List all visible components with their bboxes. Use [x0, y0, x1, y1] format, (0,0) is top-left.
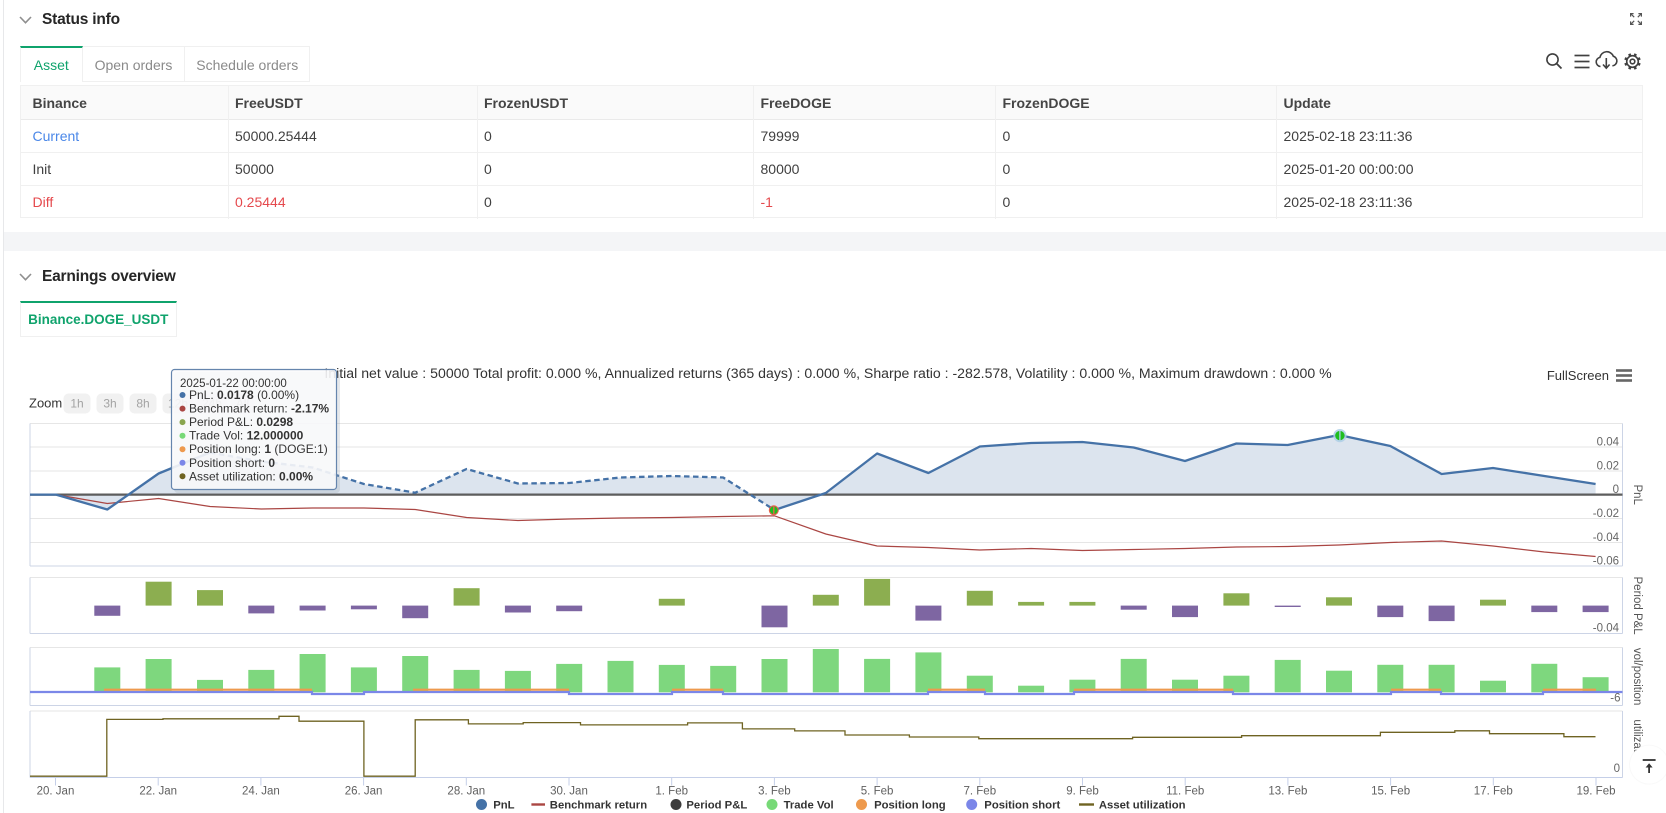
svg-text:-0.04: -0.04 [1593, 532, 1620, 544]
svg-text:5. Feb: 5. Feb [861, 786, 894, 798]
svg-text:Trade Vol: 12.000000: Trade Vol: 12.000000 [189, 429, 304, 443]
svg-text:Zoom: Zoom [29, 396, 62, 411]
svg-text:1. Feb: 1. Feb [655, 786, 688, 798]
svg-text:Position long: Position long [874, 800, 946, 812]
svg-text:17. Feb: 17. Feb [1474, 786, 1513, 798]
svg-text:3. Feb: 3. Feb [758, 786, 791, 798]
svg-text:Benchmark return: -2.17%: Benchmark return: -2.17% [189, 402, 329, 416]
svg-text:0.02: 0.02 [1597, 460, 1619, 472]
svg-text:Period P&L: Period P&L [686, 800, 747, 812]
svg-text:vol/position: vol/position [1631, 648, 1643, 706]
svg-text:28. Jan: 28. Jan [447, 786, 485, 798]
svg-text:7. Feb: 7. Feb [963, 786, 996, 798]
svg-text:Benchmark return: Benchmark return [550, 800, 647, 812]
svg-text:15. Feb: 15. Feb [1371, 786, 1410, 798]
svg-text:19. Feb: 19. Feb [1577, 786, 1616, 798]
svg-text:11. Feb: 11. Feb [1166, 786, 1204, 798]
svg-text:Period P&L: Period P&L [1631, 577, 1643, 636]
svg-text:3h: 3h [103, 397, 116, 411]
svg-text:FullScreen: FullScreen [1547, 368, 1609, 383]
svg-text:Asset utilization: 0.00%: Asset utilization: 0.00% [189, 469, 313, 483]
svg-text:30. Jan: 30. Jan [550, 786, 588, 798]
svg-text:Position long: 1 (DOGE:1): Position long: 1 (DOGE:1) [189, 442, 328, 456]
svg-text:Position short: 0: Position short: 0 [189, 456, 275, 470]
svg-text:13. Feb: 13. Feb [1268, 786, 1307, 798]
svg-text:PnL: 0.0178 (0.00%): PnL: 0.0178 (0.00%) [189, 388, 299, 402]
svg-text:0: 0 [1614, 763, 1620, 775]
svg-text:24. Jan: 24. Jan [242, 786, 280, 798]
svg-text:22. Jan: 22. Jan [139, 786, 177, 798]
svg-text:8h: 8h [136, 397, 149, 411]
svg-text:-0.04: -0.04 [1593, 623, 1620, 635]
svg-text:0: 0 [1613, 484, 1619, 496]
svg-text:PnL: PnL [1631, 484, 1643, 505]
svg-text:PnL: PnL [493, 800, 514, 812]
svg-text:0.04: 0.04 [1597, 437, 1620, 449]
svg-text:Asset utilization: Asset utilization [1099, 800, 1186, 812]
svg-text:-0.02: -0.02 [1593, 508, 1619, 520]
svg-text:1h: 1h [70, 397, 83, 411]
svg-text:Period P&L: 0.0298: Period P&L: 0.0298 [189, 415, 293, 429]
svg-text:Trade Vol: Trade Vol [784, 800, 834, 812]
svg-text:-0.06: -0.06 [1593, 555, 1619, 567]
svg-text:20. Jan: 20. Jan [37, 786, 75, 798]
svg-text:26. Jan: 26. Jan [345, 786, 383, 798]
svg-text:Position short: Position short [984, 800, 1060, 812]
svg-text:2025-01-22 00:00:00: 2025-01-22 00:00:00 [180, 378, 287, 390]
svg-text:9. Feb: 9. Feb [1066, 786, 1099, 798]
svg-text:-6: -6 [1610, 693, 1620, 705]
svg-text:Initial net value : 50000 Tota: Initial net value : 50000 Total profit: … [324, 365, 1332, 381]
